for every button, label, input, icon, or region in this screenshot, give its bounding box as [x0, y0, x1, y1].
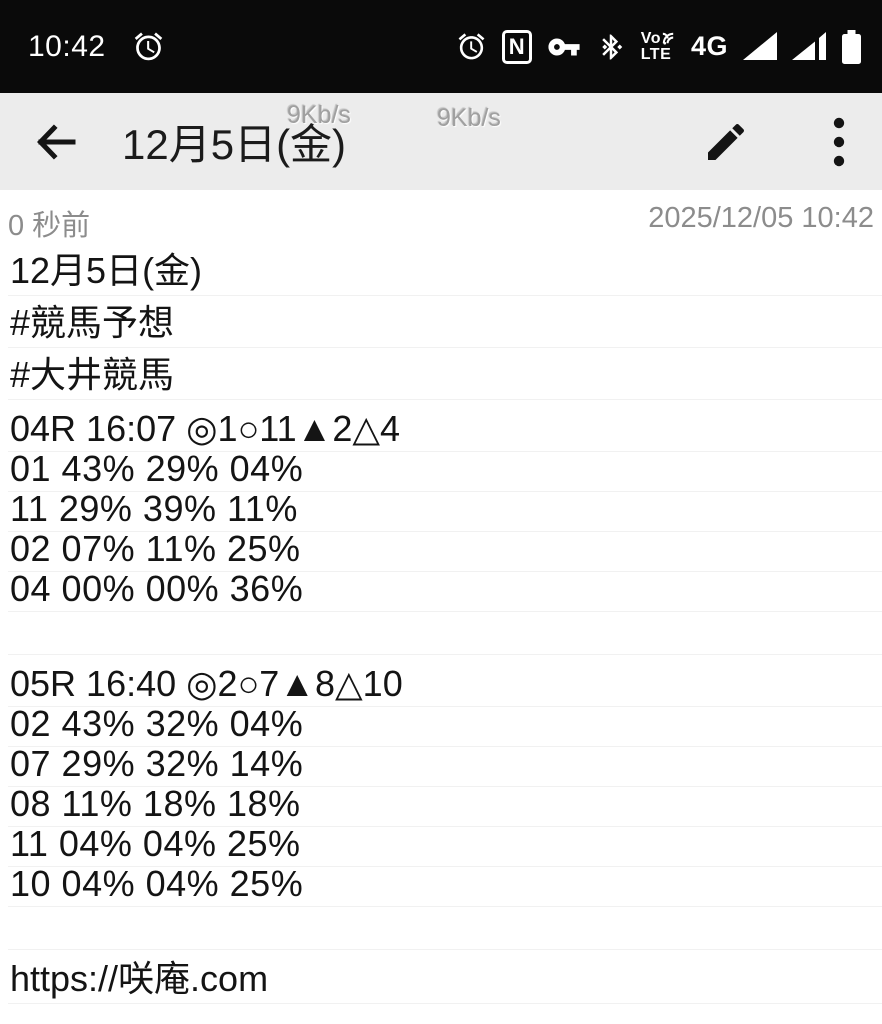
note-line: #大井競馬	[8, 348, 882, 400]
signal-full-icon	[743, 32, 777, 61]
note-line: 05R 16:40 ◎2○7▲8△10	[8, 655, 882, 707]
note-line: #競馬予想	[8, 296, 882, 348]
note-line: 02 43% 32% 04%	[8, 703, 882, 747]
nfc-letter: N	[501, 29, 532, 64]
volte-waves-icon	[662, 32, 674, 44]
page-title: 12月5日(金)	[122, 121, 347, 168]
note-age: 0 秒前	[8, 210, 91, 242]
note-line: 08 11% 18% 18%	[8, 783, 882, 827]
note-line: 10 04% 04% 25%	[8, 863, 882, 907]
back-button[interactable]	[30, 116, 82, 168]
note-line-blank	[8, 907, 882, 950]
app-bar-actions	[700, 114, 854, 170]
alarm-icon	[132, 30, 165, 63]
volte-bottom-label: LTE	[640, 45, 672, 63]
note-line: 01 43% 29% 04%	[8, 448, 882, 492]
note-meta-row: 0 秒前 2025/12/05 10:42	[0, 190, 882, 242]
note-line-url: https://咲庵.com	[8, 950, 882, 1004]
status-clock: 10:42	[28, 29, 106, 63]
status-icons: N Vo LTE 4G	[456, 29, 862, 64]
note-line: 02 07% 11% 25%	[8, 528, 882, 572]
edit-button[interactable]	[700, 116, 752, 168]
note-line-blank	[8, 612, 882, 655]
battery-icon	[841, 29, 862, 64]
signal-partial-icon	[792, 32, 826, 61]
status-bar: 10:42 N Vo LTE 4G	[0, 0, 882, 93]
overflow-menu-button[interactable]	[824, 114, 854, 170]
4g-label: 4G	[690, 31, 728, 61]
note-line: 07 29% 32% 14%	[8, 743, 882, 787]
bluetooth-icon	[596, 32, 626, 62]
note-line: 04 00% 00% 36%	[8, 568, 882, 612]
note-modified-timestamp: 2025/12/05 10:42	[648, 202, 874, 234]
note-content[interactable]: 12月5日(金) #競馬予想 #大井競馬 04R 16:07 ◎1○11▲2△4…	[0, 240, 882, 1004]
vpn-key-icon	[547, 30, 581, 64]
alarm-icon	[456, 31, 487, 62]
note-line: 12月5日(金)	[8, 244, 882, 296]
note-line: 04R 16:07 ◎1○11▲2△4	[8, 400, 882, 452]
volte-top-label: Vo	[640, 29, 661, 47]
note-line: 11 04% 04% 25%	[8, 823, 882, 867]
volte-indicator: Vo LTE	[640, 29, 676, 63]
note-line: 11 29% 39% 11%	[8, 488, 882, 532]
app-bar: 12月5日(金)	[0, 93, 882, 190]
nfc-icon: N	[501, 29, 532, 64]
